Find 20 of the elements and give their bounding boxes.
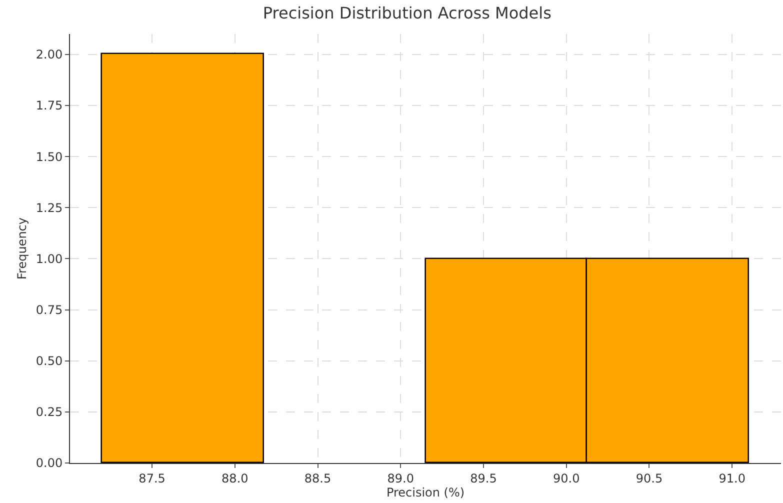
x-tick-label: 89.0 <box>387 471 414 486</box>
y-tick-label: 1.50 <box>36 150 63 164</box>
y-tick-label: 0.25 <box>36 405 63 420</box>
x-tick-label: 90.0 <box>553 471 580 486</box>
y-tick-label: 0.50 <box>36 354 63 368</box>
x-tick-label: 91.0 <box>718 471 746 486</box>
x-tick-label: 89.5 <box>470 471 497 486</box>
y-tick-label: 2.00 <box>36 48 63 62</box>
y-tick-label: 0.00 <box>36 456 63 470</box>
y-tick-label: 1.25 <box>36 200 63 215</box>
x-tick-label: 88.0 <box>222 471 248 486</box>
x-tick-label: 90.5 <box>636 471 663 486</box>
y-tick-label: 1.75 <box>36 98 63 113</box>
x-tick-label: 88.5 <box>304 471 332 486</box>
x-axis-title: Precision (%) <box>386 485 465 500</box>
y-tick-label: 0.75 <box>36 302 63 317</box>
chart-title: Precision Distribution Across Models <box>262 4 552 23</box>
y-tick-label: 1.00 <box>36 252 63 266</box>
x-tick-label: 87.5 <box>138 471 166 486</box>
y-axis-title: Frequency <box>15 218 30 280</box>
